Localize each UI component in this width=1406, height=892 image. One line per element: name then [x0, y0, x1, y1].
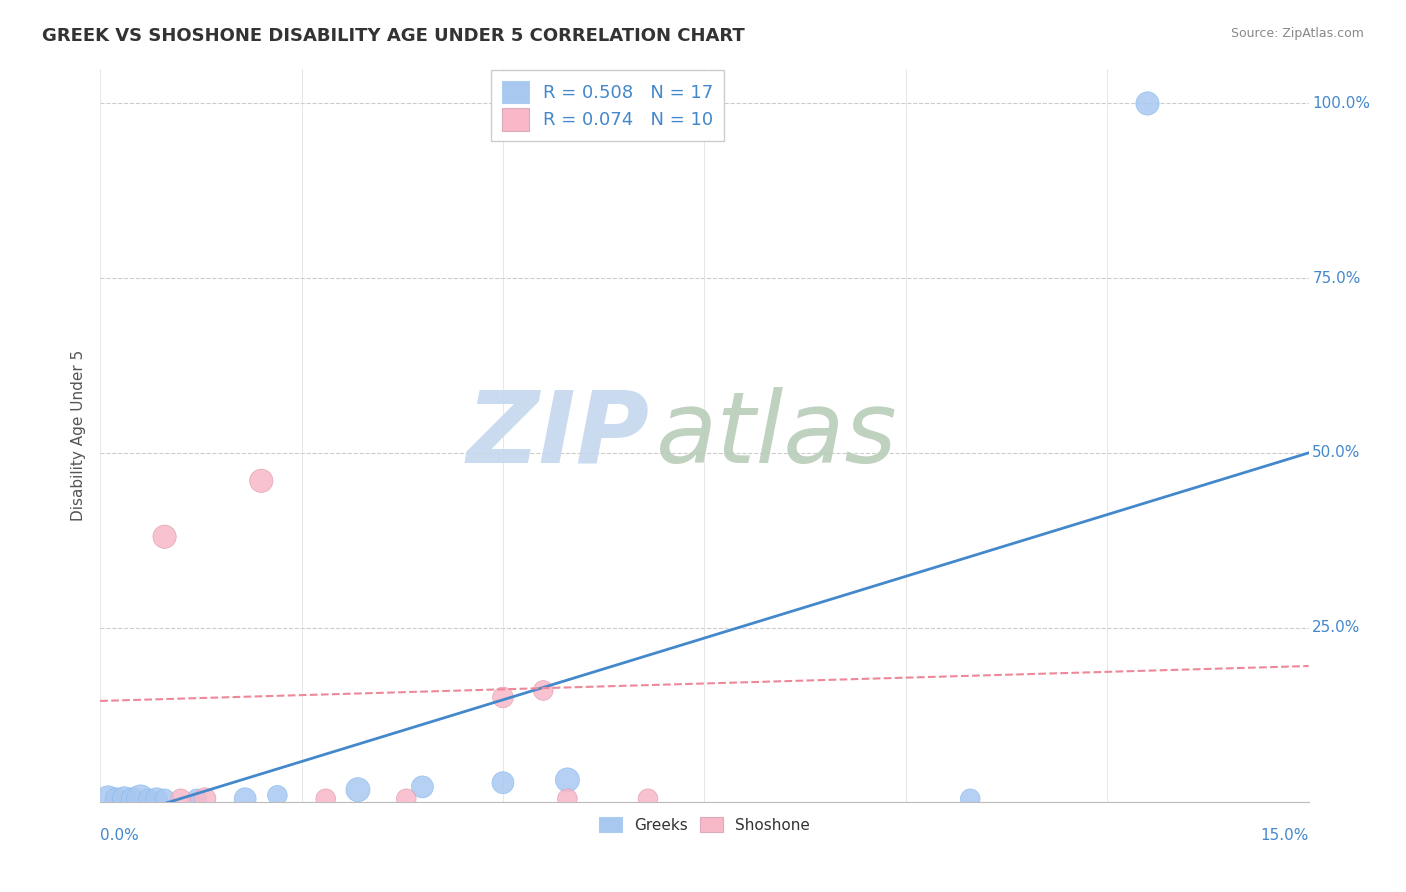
Point — [315, 792, 337, 806]
Point — [557, 792, 579, 806]
Point — [129, 792, 152, 806]
Point — [637, 792, 659, 806]
Text: Source: ZipAtlas.com: Source: ZipAtlas.com — [1230, 27, 1364, 40]
Point — [557, 772, 579, 787]
Legend: Greeks, Shoshone: Greeks, Shoshone — [593, 811, 815, 838]
Point — [138, 792, 160, 806]
Text: ZIP: ZIP — [467, 387, 650, 483]
Point — [112, 792, 135, 806]
Point — [492, 775, 515, 789]
Text: 15.0%: 15.0% — [1260, 828, 1309, 843]
Text: 0.0%: 0.0% — [100, 828, 139, 843]
Text: 75.0%: 75.0% — [1312, 270, 1361, 285]
Point — [105, 792, 128, 806]
Point — [347, 782, 370, 797]
Text: 25.0%: 25.0% — [1312, 620, 1361, 635]
Point — [250, 474, 273, 488]
Point — [153, 792, 176, 806]
Point — [186, 792, 208, 806]
Point — [233, 792, 256, 806]
Point — [531, 683, 554, 698]
Text: 100.0%: 100.0% — [1312, 96, 1371, 111]
Point — [170, 792, 193, 806]
Y-axis label: Disability Age Under 5: Disability Age Under 5 — [72, 350, 86, 521]
Point — [121, 792, 143, 806]
Point — [145, 792, 167, 806]
Text: atlas: atlas — [657, 387, 897, 483]
Point — [194, 792, 217, 806]
Point — [959, 792, 981, 806]
Point — [395, 792, 418, 806]
Text: GREEK VS SHOSHONE DISABILITY AGE UNDER 5 CORRELATION CHART: GREEK VS SHOSHONE DISABILITY AGE UNDER 5… — [42, 27, 745, 45]
Point — [411, 780, 433, 794]
Point — [492, 690, 515, 705]
Point — [266, 789, 288, 803]
Point — [97, 792, 120, 806]
Text: 50.0%: 50.0% — [1312, 445, 1361, 460]
Point — [153, 530, 176, 544]
Point — [1136, 96, 1159, 111]
